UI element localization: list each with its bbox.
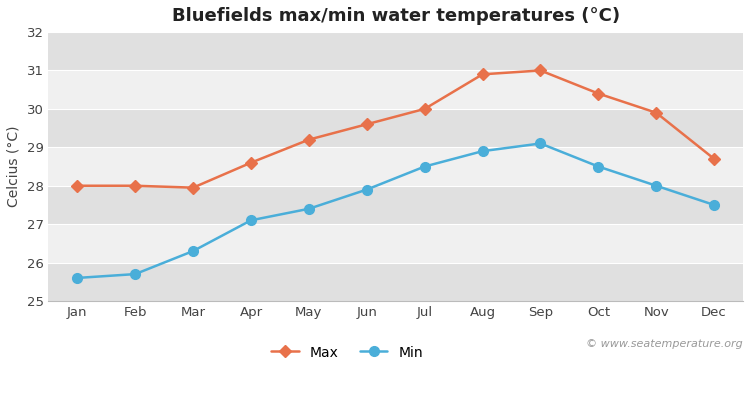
Max	[362, 122, 371, 127]
Max	[73, 183, 82, 188]
Max	[710, 156, 718, 161]
Max	[188, 185, 197, 190]
Max	[594, 91, 603, 96]
Bar	[48, 224, 743, 262]
Min	[304, 206, 313, 211]
Min	[247, 218, 256, 223]
Min	[73, 276, 82, 280]
Min	[536, 141, 545, 146]
Line: Min: Min	[73, 139, 719, 283]
Max	[247, 160, 256, 165]
Min	[710, 202, 718, 207]
Bar	[48, 32, 743, 70]
Max	[130, 183, 140, 188]
Max	[420, 106, 429, 111]
Max	[536, 68, 545, 73]
Bar	[48, 186, 743, 224]
Max	[652, 110, 661, 115]
Y-axis label: Celcius (°C): Celcius (°C)	[7, 126, 21, 207]
Min	[188, 249, 197, 254]
Min	[362, 187, 371, 192]
Bar	[48, 262, 743, 301]
Min	[478, 149, 487, 154]
Line: Max: Max	[74, 66, 718, 192]
Bar	[48, 70, 743, 109]
Max	[478, 72, 487, 77]
Min	[652, 183, 661, 188]
Legend: Max, Min: Max, Min	[271, 346, 423, 360]
Min	[130, 272, 140, 276]
Max	[304, 137, 313, 142]
Text: © www.seatemperature.org: © www.seatemperature.org	[586, 339, 743, 349]
Bar	[48, 109, 743, 147]
Min	[420, 164, 429, 169]
Bar	[48, 147, 743, 186]
Title: Bluefields max/min water temperatures (°C): Bluefields max/min water temperatures (°…	[172, 7, 620, 25]
Min	[594, 164, 603, 169]
